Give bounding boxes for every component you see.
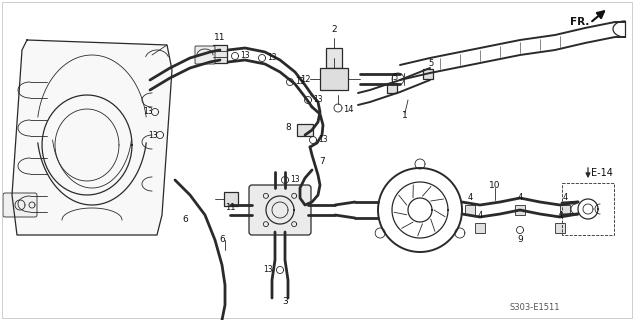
Text: 13: 13 [313, 95, 323, 105]
Text: 6: 6 [219, 236, 225, 244]
Text: 9: 9 [517, 236, 523, 244]
Text: 13: 13 [290, 175, 300, 185]
Text: 4: 4 [517, 193, 522, 202]
FancyBboxPatch shape [560, 205, 570, 215]
Text: 2: 2 [331, 26, 337, 35]
FancyBboxPatch shape [387, 83, 397, 93]
Text: FR.: FR. [571, 17, 590, 27]
FancyBboxPatch shape [213, 45, 227, 63]
Text: 4: 4 [557, 211, 562, 220]
FancyBboxPatch shape [195, 46, 215, 64]
FancyBboxPatch shape [320, 68, 348, 90]
Text: 12: 12 [301, 76, 311, 84]
Text: 1: 1 [402, 111, 408, 121]
Text: 4: 4 [477, 211, 482, 220]
FancyBboxPatch shape [326, 48, 342, 68]
FancyBboxPatch shape [3, 193, 37, 217]
Polygon shape [12, 40, 172, 235]
Text: 10: 10 [489, 180, 501, 189]
Text: 4: 4 [562, 193, 567, 202]
Text: 4: 4 [467, 193, 472, 202]
FancyBboxPatch shape [515, 205, 525, 215]
FancyBboxPatch shape [249, 185, 311, 235]
Text: E-14: E-14 [591, 168, 613, 178]
Text: 14: 14 [343, 106, 353, 115]
Bar [562, 183, 614, 235]
Text: 6: 6 [182, 215, 188, 225]
Text: 13: 13 [295, 77, 305, 86]
Text: 13: 13 [143, 108, 153, 116]
Text: 13: 13 [267, 53, 277, 62]
FancyBboxPatch shape [224, 192, 238, 206]
Text: 3: 3 [282, 298, 288, 307]
Text: 11: 11 [224, 203, 235, 212]
Text: 11: 11 [214, 33, 226, 42]
Text: 13: 13 [148, 131, 158, 140]
Text: 13: 13 [240, 52, 250, 60]
Text: 8: 8 [285, 124, 291, 132]
FancyBboxPatch shape [423, 69, 433, 79]
Text: S303-E1511: S303-E1511 [510, 303, 560, 313]
FancyBboxPatch shape [465, 205, 475, 215]
Text: 5: 5 [429, 60, 434, 68]
FancyBboxPatch shape [475, 223, 485, 233]
FancyBboxPatch shape [297, 124, 313, 136]
FancyBboxPatch shape [555, 223, 565, 233]
Text: 7: 7 [319, 157, 325, 166]
Text: 13: 13 [318, 135, 328, 145]
Text: 13: 13 [263, 266, 273, 275]
Text: 5: 5 [392, 74, 398, 83]
